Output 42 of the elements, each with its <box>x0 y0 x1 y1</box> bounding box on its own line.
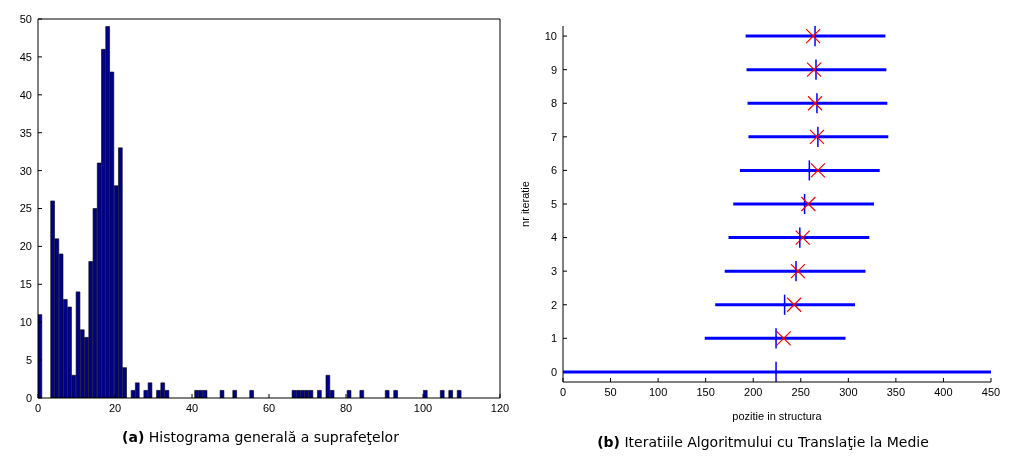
y-tick-label: 15 <box>19 278 32 291</box>
x-tick-label: 200 <box>744 385 763 398</box>
x-tick-label: 50 <box>604 385 617 398</box>
y-axis-title: nr iteratie <box>518 181 531 227</box>
y-tick-label: 9 <box>550 63 557 76</box>
y-tick-label: 10 <box>19 316 32 329</box>
x-tick-label: 0 <box>559 385 567 398</box>
y-tick-label: 4 <box>550 231 557 244</box>
y-tick-label: 35 <box>19 126 32 139</box>
x-tick-label: 250 <box>791 385 810 398</box>
x-tick-label: 300 <box>839 385 858 398</box>
y-tick-label: 7 <box>550 130 557 143</box>
y-tick-label: 25 <box>19 202 32 215</box>
y-tick-label: 5 <box>550 197 557 210</box>
y-tick-label: 40 <box>19 88 32 101</box>
y-tick-label: 8 <box>550 97 557 110</box>
y-tick-label: 1 <box>550 332 557 345</box>
x-tick-label: 20 <box>108 401 122 414</box>
y-tick-label: 5 <box>25 354 32 367</box>
x-tick-label: 0 <box>34 401 42 414</box>
x-tick-label: 100 <box>413 401 433 414</box>
x-tick-label: 150 <box>696 385 715 398</box>
y-tick-label: 2 <box>550 298 557 311</box>
x-tick-label: 120 <box>490 401 510 414</box>
y-tick-label: 20 <box>19 240 32 253</box>
y-tick-label: 3 <box>550 265 557 278</box>
y-tick-label: 50 <box>19 12 32 25</box>
y-tick-label: 10 <box>544 29 557 42</box>
y-tick-label: 30 <box>19 164 32 177</box>
y-tick-label: 0 <box>550 365 557 378</box>
x-tick-label: 450 <box>981 385 1001 398</box>
x-tick-label: 40 <box>185 401 199 414</box>
text: (b) Iteratiile Algoritmului cu Translaţie la Medie <box>596 434 930 450</box>
x-tick-label: 350 <box>886 385 906 398</box>
x-tick-label: 60 <box>262 401 276 414</box>
x-tick-label: 80 <box>339 401 353 414</box>
x-axis-title: pozitie in structura <box>732 410 823 422</box>
text: (a) Histograma generală a suprafeţelor <box>121 429 400 445</box>
x-tick-label: 400 <box>934 385 953 398</box>
x-tick-label: 100 <box>648 385 668 398</box>
y-tick-label: 45 <box>19 50 32 63</box>
y-tick-label: 6 <box>550 164 557 177</box>
